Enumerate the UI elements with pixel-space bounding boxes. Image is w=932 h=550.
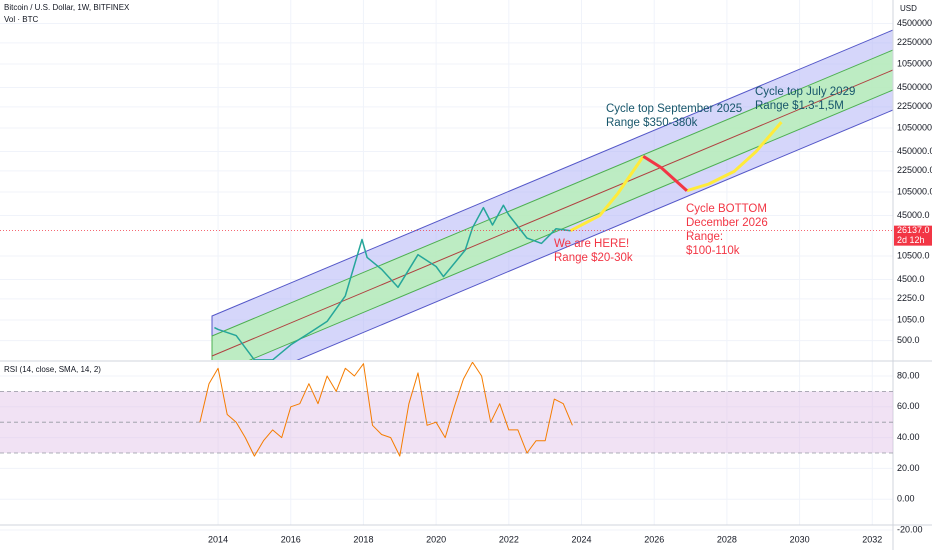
y-tick-label: 4500.0 — [897, 274, 925, 284]
y-tick-label: 22500000.0 — [897, 37, 932, 47]
mid-line — [211, 69, 893, 357]
price-line — [642, 155, 688, 192]
inner-band — [211, 49, 893, 360]
x-tick-label: 2030 — [790, 534, 810, 544]
x-tick-label: 2028 — [717, 534, 737, 544]
annotation: December 2026 — [686, 217, 768, 229]
y-tick-label: 2250.0 — [897, 293, 925, 303]
x-tick-label: 2022 — [499, 534, 519, 544]
annotation: Range $350-380k — [606, 117, 698, 129]
y-tick-label: 80.00 — [897, 370, 920, 380]
y-tick-label: 45000.0 — [897, 210, 930, 220]
countdown: 2d 12h — [897, 235, 925, 245]
annotation: Range $1.3-1,5M — [755, 100, 844, 112]
annotation: $100-110k — [686, 245, 740, 257]
y-tick-label: 1050000.0 — [897, 122, 932, 132]
volume-label: Vol · BTC — [4, 15, 38, 24]
rsi-title: RSI (14, close, SMA, 14, 2) — [4, 365, 101, 374]
annotation: Range: — [686, 231, 723, 243]
y-tick-label: 40.00 — [897, 432, 920, 442]
price-line — [214, 204, 571, 360]
channel — [211, 29, 893, 360]
y-tick-label: 4500000.0 — [897, 82, 932, 92]
y-tick-label: 60.00 — [897, 401, 920, 411]
x-tick-label: 2018 — [353, 534, 373, 544]
rsi-line — [199, 362, 573, 457]
annotation: Cycle BOTTOM — [686, 203, 767, 215]
y-tick-label: -20.00 — [897, 524, 923, 534]
x-tick-label: 2032 — [862, 534, 882, 544]
layer — [0, 0, 893, 531]
y-tick-label: 10500000.0 — [897, 58, 932, 68]
y-tick-label: 225000.0 — [897, 165, 932, 175]
y-tick-label: 2250000.0 — [897, 101, 932, 111]
x-tick-label: 2016 — [281, 534, 301, 544]
x-tick-label: 2024 — [572, 534, 592, 544]
y-tick-label: 1050.0 — [897, 314, 925, 324]
y-tick-label: 0.00 — [897, 494, 915, 504]
annotation: Cycle top July 2029 — [755, 86, 855, 98]
x-tick-label: 2026 — [644, 534, 664, 544]
chart-title: Bitcoin / U.S. Dollar, 1W, BITFINEX — [4, 3, 130, 12]
price-line — [569, 121, 783, 233]
last-price-tag — [894, 225, 932, 246]
x-tick-label: 2014 — [208, 534, 228, 544]
annotation: Range $20-30k — [554, 252, 633, 264]
y-tick-label: 45000000.0 — [897, 18, 932, 28]
y-tick-label: 10500.0 — [897, 250, 930, 260]
last-price-label: 26137.0 — [897, 225, 930, 235]
x-tick-label: 2020 — [426, 534, 446, 544]
annotation: We are HERE! — [554, 238, 629, 250]
y-tick-label: 20.00 — [897, 463, 920, 473]
annotation: Cycle top September 2025 — [606, 103, 742, 115]
y-tick-label: 500.0 — [897, 335, 920, 345]
axis-unit: USD — [900, 4, 917, 13]
y-tick-label: 450000.0 — [897, 146, 932, 156]
y-tick-label: 105000.0 — [897, 186, 932, 196]
